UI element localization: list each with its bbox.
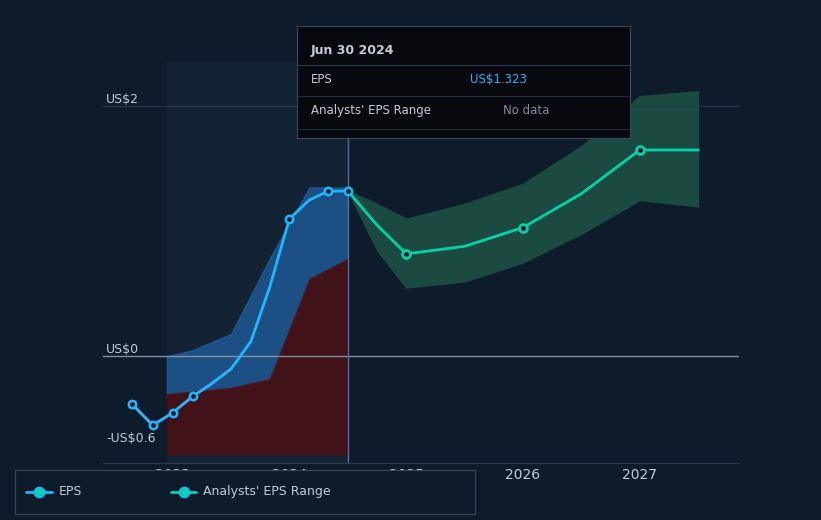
Text: Jun 30 2024: Jun 30 2024 xyxy=(310,44,394,57)
Point xyxy=(177,488,190,496)
Text: US$2: US$2 xyxy=(106,93,139,106)
Point xyxy=(32,488,45,496)
Text: EPS: EPS xyxy=(58,485,82,498)
Point xyxy=(516,224,530,232)
Point xyxy=(126,400,139,408)
Point xyxy=(400,250,413,258)
Text: Analysts Forecasts: Analysts Forecasts xyxy=(355,69,471,82)
Point xyxy=(186,392,199,400)
Text: US$0: US$0 xyxy=(106,343,140,356)
Point xyxy=(166,409,179,417)
Text: US$1.323: US$1.323 xyxy=(470,73,527,86)
Point xyxy=(342,187,355,195)
Text: Actual: Actual xyxy=(305,69,344,82)
Bar xyxy=(167,62,348,463)
Point xyxy=(283,215,296,223)
Point xyxy=(321,187,334,196)
Text: Analysts' EPS Range: Analysts' EPS Range xyxy=(310,104,430,117)
Text: Analysts' EPS Range: Analysts' EPS Range xyxy=(204,485,331,498)
Text: No data: No data xyxy=(503,104,550,117)
Point xyxy=(177,488,190,496)
Text: EPS: EPS xyxy=(310,73,333,86)
Text: -US$0.6: -US$0.6 xyxy=(106,432,156,445)
Point xyxy=(146,421,159,430)
Point xyxy=(32,488,45,496)
Point xyxy=(633,146,646,154)
